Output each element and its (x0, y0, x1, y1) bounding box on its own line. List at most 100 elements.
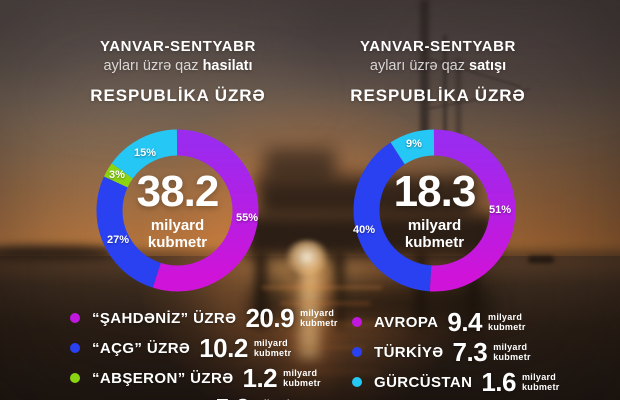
left-header-scope: RESPUBLİKA ÜZRƏ (90, 86, 266, 105)
unit-line: milyard (407, 216, 462, 234)
legend-dot (352, 347, 362, 357)
pct-label-abseron: 3% (109, 169, 125, 181)
rig-leg (468, 252, 478, 328)
legend-value: 1.2 (242, 362, 278, 393)
sales-donut-chart: 18.3 milyard kubmetr 51% 40% 9% (352, 128, 517, 293)
water-ripple (262, 286, 382, 289)
legend-dot (70, 343, 80, 353)
production-donut-chart: 38.2 milyard kubmetr 55% 27% 3% 15% (95, 128, 260, 293)
water-ripple (255, 322, 385, 326)
sales-donut-svg (353, 129, 516, 292)
production-donut-center: 38.2 milyard kubmetr (95, 128, 260, 293)
unit-line: kubmetr (300, 318, 338, 328)
unit-line: milyard (150, 216, 205, 234)
legend-label: TÜRKİYƏ (374, 343, 444, 361)
pct-label-gurcustan: 9% (406, 138, 422, 150)
pct-label-diger: 15% (133, 147, 157, 159)
unit-line: milyard (493, 341, 528, 352)
legend-dot (352, 377, 362, 387)
segment-diger (96, 129, 259, 292)
legend-value: 1.6 (481, 366, 516, 397)
right-header-title: YANVAR-SENTYABR (360, 38, 516, 55)
legend-value: 10.2 (199, 332, 248, 363)
right-header-subtitle: ayları üzrə qaz satışı (288, 58, 588, 74)
cloud (430, 35, 620, 97)
unit-line: milyard (300, 307, 335, 318)
sales-donut-center: 18.3 milyard kubmetr (352, 128, 517, 293)
legend-label: GÜRCÜSTAN (374, 373, 473, 391)
sales-total-unit: milyard kubmetr (404, 216, 465, 252)
production-total-unit: milyard kubmetr (147, 216, 208, 252)
sales-total-value: 18.3 (393, 166, 477, 216)
left-header: YANVAR-SENTYABR ayları üzrə qaz hasilatı… (28, 38, 328, 106)
legend-label: “AÇG” ÜZRƏ (92, 339, 191, 357)
legend-item-avropa: AVROPA 9.4 milyard kubmetr (348, 307, 560, 337)
left-subtitle-prefix: ayları üzrə qaz (103, 58, 203, 74)
left-subtitle-bold: hasilatı (202, 58, 253, 74)
legend-dot (70, 313, 80, 323)
legend-value: 7.3 (452, 336, 488, 367)
legend-item-sahdeniz: “ŞAHDƏNİZ” ÜZRƏ 20.9 milyard kubmetr (66, 303, 338, 333)
segment-turkiye (353, 129, 516, 292)
segment-gurcustan (353, 129, 516, 292)
distant-ship (528, 256, 554, 263)
unit-line: kubmetr (404, 233, 465, 251)
water-ripple (280, 302, 370, 305)
rig-mast (443, 35, 447, 137)
legend-item-turkiye: TÜRKİYƏ 7.3 milyard kubmetr (348, 337, 560, 367)
legend-dot (70, 373, 80, 383)
legend-value: 20.9 (245, 302, 295, 333)
unit-line: milyard (253, 337, 288, 348)
rig-leg (256, 252, 266, 328)
unit-line: kubmetr (493, 352, 531, 362)
unit-line: milyard (521, 371, 557, 382)
unit-line: kubmetr (147, 233, 208, 251)
rig-mast (456, 58, 461, 142)
unit-line: kubmetr (283, 378, 321, 388)
distant-shore (0, 246, 113, 260)
legend-dot (352, 317, 362, 327)
unit-line: milyard (283, 367, 318, 378)
left-header-subtitle: ayları üzrə qaz hasilatı (28, 58, 328, 74)
water-ripple (268, 370, 380, 374)
segment-acg (96, 129, 259, 292)
legend-label: AVROPA (374, 313, 439, 331)
unit-line: kubmetr (521, 382, 560, 392)
left-header-title: YANVAR-SENTYABR (100, 38, 256, 55)
right-subtitle-prefix: ayları üzrə qaz (369, 58, 470, 74)
sales-legend: AVROPA 9.4 milyard kubmetr TÜRKİYƏ 7.3 mi… (348, 307, 560, 397)
pct-label-acg: 27% (106, 234, 130, 246)
production-legend: “ŞAHDƏNİZ” ÜZRƏ 20.9 milyard kubmetr “AÇG… (66, 303, 338, 400)
water-ripple (285, 346, 365, 349)
right-header: YANVAR-SENTYABR ayları üzrə qaz satışı R… (288, 38, 588, 106)
right-header-scope: RESPUBLİKA ÜZRƏ (350, 86, 526, 105)
unit-line: kubmetr (488, 322, 526, 332)
production-total-value: 38.2 (136, 166, 220, 216)
pct-label-turkiye: 40% (352, 224, 376, 236)
rig-mast (420, 0, 429, 142)
unit-line: milyard (488, 311, 523, 322)
legend-label: “ŞAHDƏNİZ” ÜZRƏ (92, 309, 237, 327)
sun-reflection (299, 270, 319, 358)
legend-label: “ABŞERON” ÜZRƏ (92, 369, 234, 387)
legend-value: 5.9 (215, 393, 250, 400)
pct-label-avropa: 51% (488, 204, 512, 216)
legend-value: 9.4 (447, 306, 483, 337)
right-subtitle-bold: satışı (469, 58, 507, 74)
legend-item-gurcustan: GÜRCÜSTAN 1.6 milyard kubmetr (348, 367, 560, 397)
unit-line: milyard (256, 398, 294, 400)
production-donut-svg (96, 129, 259, 292)
unit-line: kubmetr (253, 348, 292, 358)
legend-item-acg: “AÇG” ÜZRƏ 10.2 milyard kubmetr (66, 333, 338, 363)
legend-item-abseron: “ABŞERON” ÜZRƏ 1.2 milyard kubmetr (66, 363, 338, 393)
pct-label-sahdeniz: 55% (235, 212, 259, 224)
